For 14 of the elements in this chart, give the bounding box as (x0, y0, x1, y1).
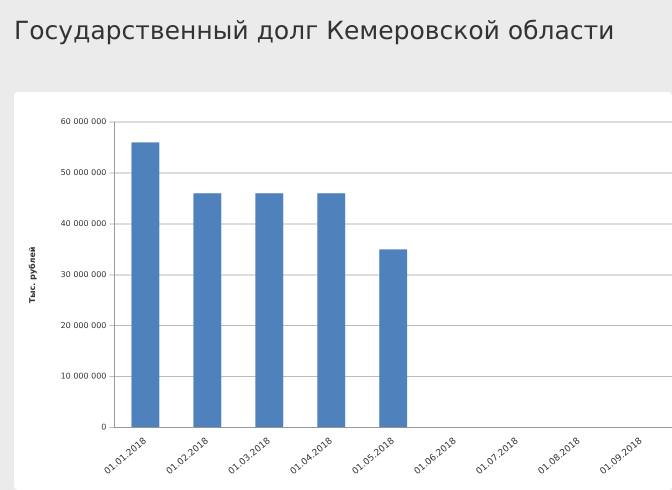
y-tick-label: 20 000 000 (60, 320, 106, 330)
y-tick-label: 30 000 000 (60, 270, 106, 279)
y-tick-label: 0 (101, 422, 106, 432)
bar (379, 249, 408, 428)
y-tick-label: 60 000 000 (60, 117, 106, 126)
y-tick-label: 40 000 000 (60, 218, 106, 228)
y-axis-title: Тыс. рублей (28, 246, 37, 304)
y-tick-label: 50 000 000 (60, 168, 106, 178)
bar (317, 193, 346, 428)
bar (255, 193, 284, 428)
y-tick-label: 10 000 000 (60, 372, 106, 381)
chart-title: Государственный долг Кемеровской области (14, 16, 614, 45)
bar (131, 142, 160, 428)
bar (193, 193, 222, 428)
